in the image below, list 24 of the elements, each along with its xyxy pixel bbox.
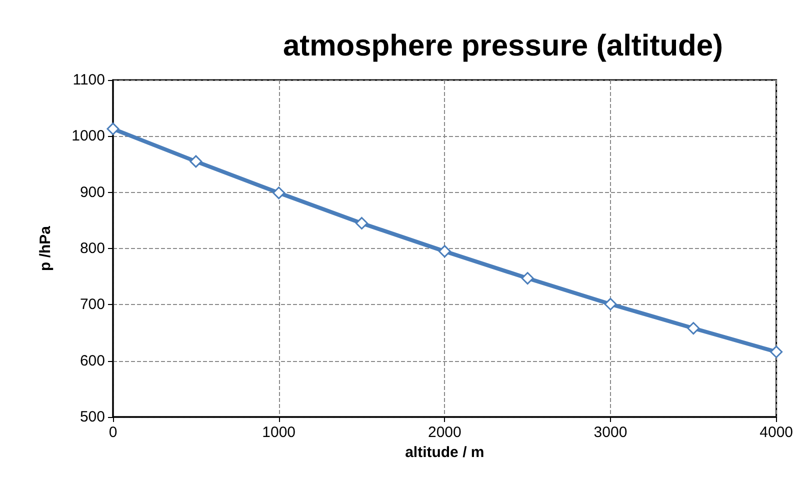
point <box>604 298 617 310</box>
x-tick-label: 2000 <box>428 424 462 441</box>
point <box>770 346 783 358</box>
x-tick-label: 1000 <box>262 424 296 441</box>
y-tick-label: 700 <box>80 296 105 314</box>
point <box>106 122 120 136</box>
point <box>272 186 286 200</box>
x-axis-title: altitude / m <box>405 444 484 461</box>
y-tick-label: 800 <box>80 240 105 257</box>
point <box>355 216 368 230</box>
y-tick-label: 900 <box>80 184 105 201</box>
y-tick-label: 1000 <box>72 128 105 145</box>
point <box>190 155 202 168</box>
x-tick-label: 3000 <box>594 424 628 441</box>
point <box>687 322 700 335</box>
y-tick-label: 600 <box>80 352 105 370</box>
x-tick-label: 4000 <box>760 424 794 441</box>
x-tick-label: 0 <box>108 424 118 441</box>
y-axis-title: p /hPa <box>37 225 54 272</box>
y-tick-label: 1100 <box>72 72 105 88</box>
chart-title: atmosphere pressure (altitude) <box>282 30 724 62</box>
y-tick-label: 500 <box>80 408 105 426</box>
point <box>521 272 534 285</box>
point <box>438 245 451 258</box>
